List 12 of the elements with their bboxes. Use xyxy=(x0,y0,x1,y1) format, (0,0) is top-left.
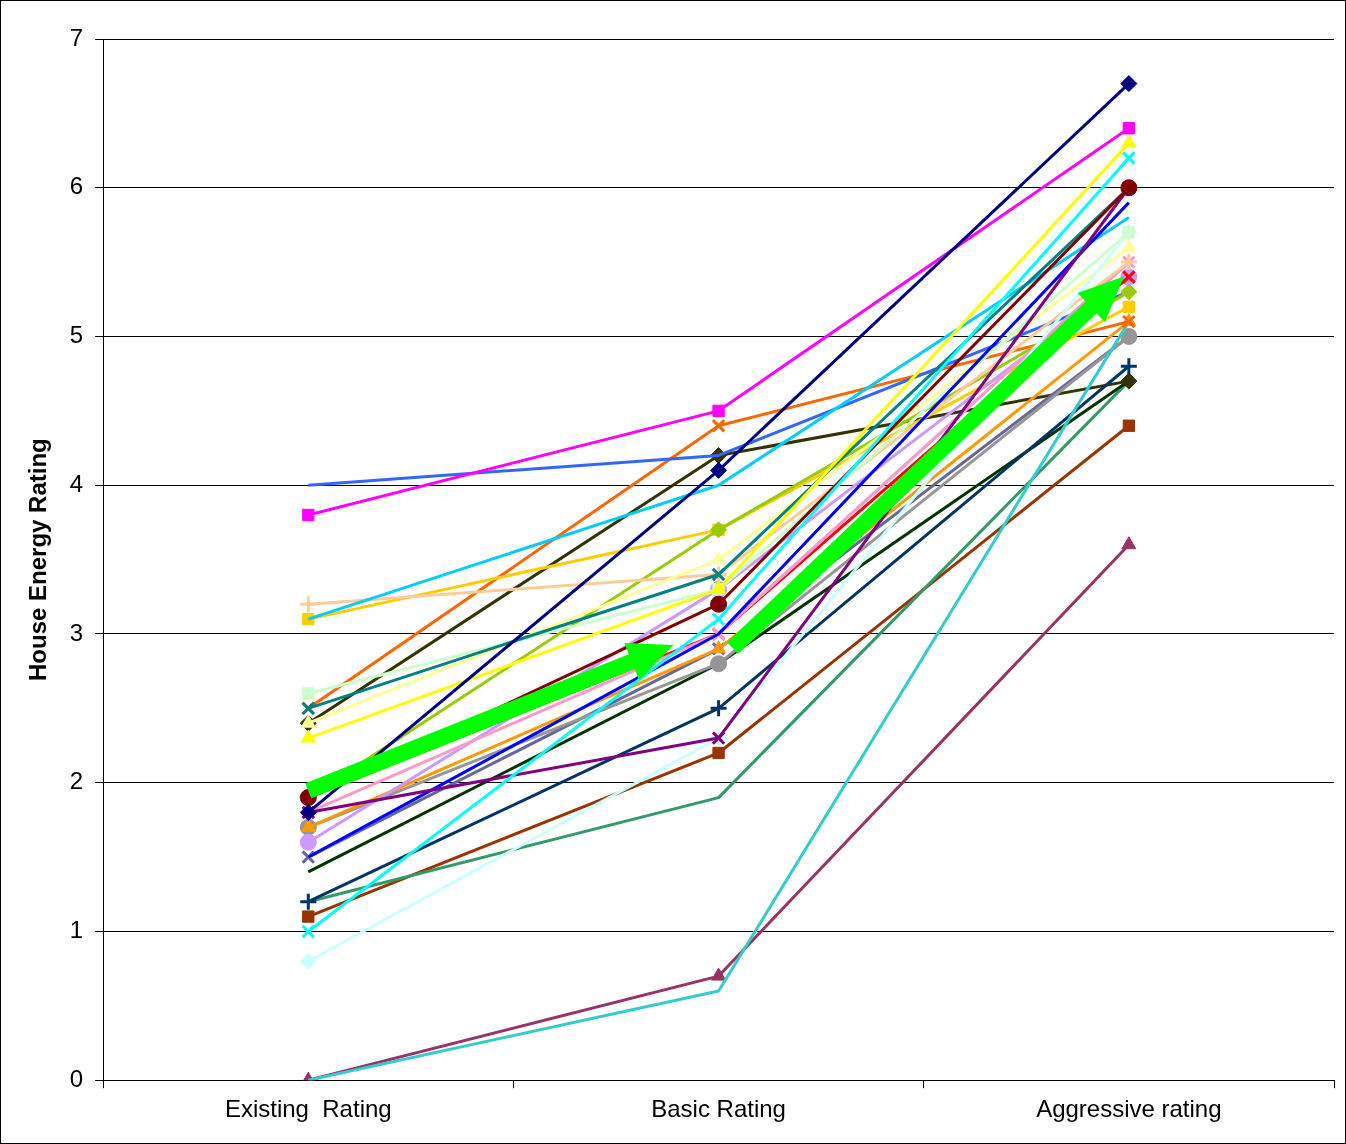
y-tick-label: 3 xyxy=(69,618,84,646)
y-tick-label: 6 xyxy=(69,172,84,200)
y-tick-label: 4 xyxy=(69,469,84,497)
y-tick-label: 7 xyxy=(69,23,84,51)
x-tick-label: Basic Rating xyxy=(651,1095,786,1123)
x-tick-label: Existing Rating xyxy=(224,1095,392,1123)
y-tick-label: 5 xyxy=(69,321,84,349)
y-axis-title: House Energy Rating xyxy=(24,438,52,681)
y-tick-label: 1 xyxy=(69,916,84,944)
y-tick-label: 0 xyxy=(69,1064,84,1092)
y-tick-label: 2 xyxy=(69,767,84,795)
x-tick-label: Aggressive rating xyxy=(1036,1095,1222,1123)
